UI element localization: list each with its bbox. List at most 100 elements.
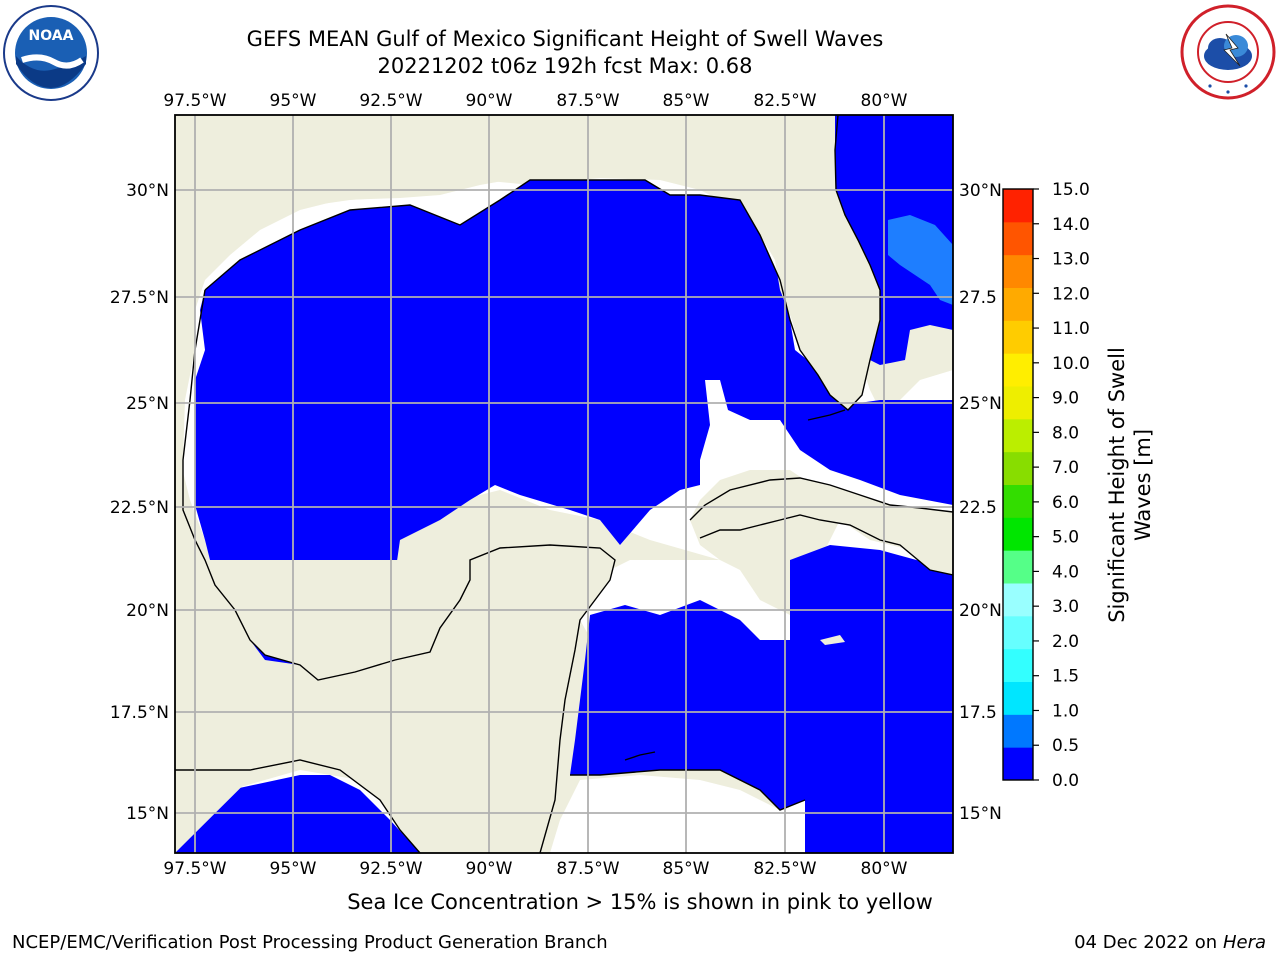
lat-label-left: 22.5°N	[110, 498, 169, 518]
colorbar-tick-label: 0.0	[1052, 771, 1079, 791]
colorbar-tick-label: 15.0	[1052, 180, 1090, 200]
lon-label-bottom: 97.5°W	[163, 859, 226, 879]
lat-label-right: 22.5	[959, 498, 997, 518]
colorbar-segment	[1003, 320, 1033, 354]
lon-label-bottom: 82.5°W	[753, 859, 816, 879]
pacific-coast	[175, 759, 421, 853]
sea-ice-note: Sea Ice Concentration > 15% is shown in …	[347, 890, 933, 914]
colorbar-segment	[1003, 287, 1033, 321]
lat-label-right: 25°N	[959, 394, 1002, 414]
colorbar-label: Significant Height of Swell Waves [m]	[1105, 347, 1155, 623]
lon-label-bottom: 90°W	[466, 859, 513, 879]
lat-label-left: 27.5°N	[110, 288, 169, 308]
lat-label-left: 20°N	[126, 601, 169, 621]
credit-host: Hera	[1222, 932, 1266, 953]
colorbar-tick-label: 8.0	[1052, 423, 1079, 443]
colorbar-segment	[1003, 386, 1033, 420]
colorbar-segment	[1003, 353, 1033, 387]
colorbar-frame	[1002, 188, 1034, 781]
colorbar-tick-label: 1.0	[1052, 701, 1079, 721]
lon-label-bottom: 80°W	[861, 859, 908, 879]
honduras-coast	[570, 769, 806, 811]
colorbar-tick-label: 9.0	[1052, 389, 1079, 409]
florida-peninsula	[740, 115, 880, 410]
colorbar-segment	[1003, 615, 1033, 650]
lon-label-bottom: 85°W	[663, 859, 710, 879]
gridlines	[175, 115, 953, 853]
lat-label-right: 30°N	[959, 181, 1002, 201]
map-frame	[174, 114, 954, 854]
colorbar-label-line1: Significant Height of Swell	[1105, 347, 1129, 623]
credit-branch: NCEP/EMC/Verification Post Processing Pr…	[12, 932, 608, 953]
lon-label-bottom: 87.5°W	[556, 859, 619, 879]
caribbean-ocean	[570, 545, 953, 853]
colorbar-label-line2: Waves [m]	[1131, 429, 1155, 541]
lon-label-bottom: 92.5°W	[359, 859, 422, 879]
colorbar-segment	[1003, 221, 1033, 256]
colorbar-tick-label: 6.0	[1052, 493, 1079, 513]
pacific-ocean	[175, 775, 420, 853]
cuba-south-coast	[699, 514, 953, 576]
colorbar-segment	[1003, 583, 1033, 617]
colorbar-tick-label: 4.0	[1052, 562, 1079, 582]
lon-label-top: 87.5°W	[556, 91, 619, 111]
colorbar-segment	[1003, 517, 1033, 551]
colorbar-segment	[1003, 747, 1033, 781]
colorbar-segment	[1003, 189, 1033, 223]
lon-label-top: 97.5°W	[163, 91, 226, 111]
lon-label-top: 90°W	[466, 91, 513, 111]
colorbar-tick-label: 1.5	[1052, 667, 1079, 687]
lat-labels-right: 30°N 27.5 25°N 22.5 20°N 17.5 15°N	[959, 181, 1002, 824]
colorbar-segment	[1003, 714, 1033, 748]
colorbar-tick-label: 12.0	[1052, 284, 1090, 304]
colorbar-tick-label: 10.0	[1052, 354, 1090, 374]
lat-label-left: 30°N	[126, 181, 169, 201]
colorbar-tick-label: 14.0	[1052, 215, 1090, 235]
colorbar-tick-label: 11.0	[1052, 319, 1090, 339]
lat-labels-left: 30°N 27.5°N 25°N 22.5°N 20°N 17.5°N 15°N	[110, 181, 169, 824]
mexico-us-coast	[175, 115, 770, 680]
florida-keys	[807, 409, 846, 421]
colorbar-segment	[1003, 254, 1033, 288]
nws-logo	[1180, 4, 1276, 100]
map-area	[175, 115, 953, 853]
colorbar-tick-label: 13.0	[1052, 250, 1090, 270]
lon-label-top: 85°W	[663, 91, 710, 111]
lat-label-left: 25°N	[126, 394, 169, 414]
lat-label-right: 17.5	[959, 703, 997, 723]
colorbar-tick-label: 7.0	[1052, 458, 1079, 478]
chart-title: GEFS MEAN Gulf of Mexico Significant Hei…	[246, 27, 884, 51]
cayman-island	[820, 635, 845, 645]
colorbar-tick-label: 0.5	[1052, 736, 1079, 756]
western-coastline	[182, 289, 616, 853]
credit-date: 04 Dec 2022 on Hera	[1074, 932, 1266, 953]
colorbar-segment	[1003, 451, 1033, 485]
lat-label-right: 20°N	[959, 601, 1002, 621]
colorbar-tick-label: 3.0	[1052, 597, 1079, 617]
landmasses	[175, 115, 953, 853]
lon-labels-bottom: 97.5°W 95°W 92.5°W 90°W 87.5°W 85°W 82.5…	[163, 859, 907, 879]
colorbar-segment	[1003, 418, 1033, 453]
noaa-logo-text: NOAA	[29, 28, 74, 44]
lat-label-left: 17.5°N	[110, 703, 169, 723]
colorbar-tick-label: 5.0	[1052, 528, 1079, 548]
gulf-ocean	[195, 180, 953, 665]
yucatan-central-america	[175, 545, 615, 853]
nws-logo-graphic	[1180, 4, 1276, 100]
colorbar-tick-label: 2.0	[1052, 632, 1079, 652]
credit-date-text: 04 Dec 2022 on	[1074, 932, 1218, 953]
colorbar	[1003, 189, 1033, 781]
colorbar-segment	[1003, 648, 1033, 682]
noaa-logo-graphic: NOAA	[3, 5, 99, 101]
bay-islands	[624, 751, 656, 761]
colorbar-segment	[1003, 550, 1033, 584]
lat-label-left: 15°N	[126, 804, 169, 824]
lon-label-top: 92.5°W	[359, 91, 422, 111]
lat-label-right: 15°N	[959, 804, 1002, 824]
lon-label-top: 95°W	[270, 91, 317, 111]
chart-subtitle: 20221202 t06z 192h fcst Max: 0.68	[377, 54, 753, 78]
noaa-logo: NOAA	[2, 4, 100, 102]
lat-label-right: 27.5	[959, 288, 997, 308]
colorbar-ticks: 0.0 0.5 1.0 1.5 2.0 3.0 4.0 5.0 6.0 7.0 8.0 9.0 10.0…	[1033, 180, 1090, 791]
